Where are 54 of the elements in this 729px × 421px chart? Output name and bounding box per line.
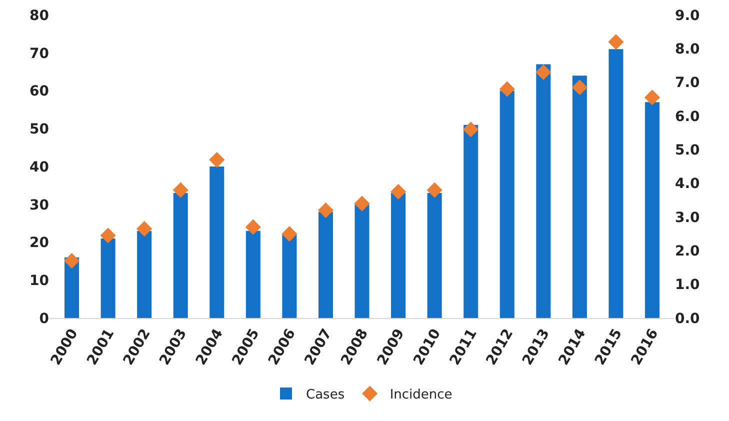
point	[100, 228, 116, 244]
y-tick-label: 10	[30, 273, 50, 290]
bar	[100, 238, 116, 318]
y-tick-label: 20	[30, 235, 50, 252]
bar	[137, 230, 152, 318]
point	[463, 122, 479, 138]
point	[499, 81, 515, 97]
y-tick-label: 30	[30, 197, 50, 214]
y-tick-label: 60	[30, 84, 50, 100]
y2-tick-label: 0.0	[675, 310, 700, 327]
point	[572, 80, 588, 96]
bar	[318, 212, 333, 318]
point	[245, 219, 261, 235]
bar	[282, 234, 297, 318]
y2-tick-label: 7.0	[675, 75, 700, 92]
y-tick-label: 40	[30, 159, 50, 176]
y2-tick-label: 8.0	[675, 42, 700, 58]
y-tick-label: 50	[30, 122, 50, 138]
bar	[464, 124, 478, 318]
bar	[644, 102, 660, 318]
point	[318, 202, 334, 218]
bar	[210, 166, 224, 318]
legend-label: Cases	[306, 388, 345, 403]
y2-tick-label: 2.0	[675, 244, 700, 260]
y2-tick-label: 4.0	[675, 176, 700, 192]
bar	[536, 64, 551, 318]
bar	[391, 193, 406, 318]
point	[390, 184, 406, 200]
y2-tick-label: 6.0	[675, 108, 700, 125]
point	[644, 90, 660, 106]
point	[64, 252, 80, 269]
bar	[354, 204, 370, 318]
y-tick-label: 0	[39, 310, 50, 327]
bar	[246, 230, 260, 318]
y2-tick-label: 5.0	[675, 142, 700, 159]
y2-tick-label: 9.0	[675, 8, 700, 24]
point	[536, 64, 552, 80]
bar	[500, 90, 514, 318]
y-tick-label: 80	[30, 8, 50, 24]
point	[136, 220, 152, 237]
legend-label: Incidence	[390, 388, 452, 403]
point	[354, 196, 370, 212]
bar	[427, 193, 442, 318]
bar	[173, 193, 188, 318]
bar	[608, 49, 624, 318]
point	[282, 226, 298, 242]
point	[426, 182, 442, 198]
point	[608, 34, 624, 50]
y-tick-label: 70	[30, 46, 50, 62]
y2-tick-label: 3.0	[675, 210, 700, 226]
point	[172, 182, 188, 198]
point	[209, 152, 225, 168]
bar	[572, 76, 587, 318]
y2-tick-label: 1.0	[675, 277, 700, 294]
